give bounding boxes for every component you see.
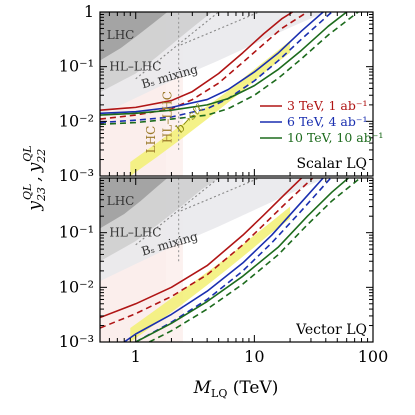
- svg-text:MLQ (TeV): MLQ (TeV): [193, 378, 279, 400]
- ticks: [99, 11, 374, 177]
- series-line-4: [135, 178, 349, 342]
- y-tick-label: 10⁻²: [59, 111, 94, 130]
- y-tick-label: 10⁻²: [59, 277, 94, 296]
- series-line-1: [100, 178, 314, 329]
- x-tick-label: 100: [358, 347, 389, 366]
- y-tick-label: 1: [84, 2, 94, 21]
- region-lhc: [100, 178, 168, 229]
- region-lhc: [100, 12, 168, 61]
- legend-label: 3 TeV, 1 ab⁻¹: [287, 98, 367, 113]
- series-line-0: [100, 178, 303, 319]
- region-label-lhc: LHC: [107, 28, 135, 42]
- guide-diagonal-2: [180, 12, 260, 46]
- panel-label: Scalar LQ: [296, 156, 367, 172]
- y-tick-label: 10⁻¹: [59, 57, 94, 76]
- y-axis-title: y23QL,y22QL: [21, 145, 48, 211]
- y-tick-label: 10⁻¹: [59, 223, 94, 242]
- region-label-hl-lhc: HL–LHC: [109, 60, 161, 74]
- series-line-4: [100, 12, 348, 116]
- legend-label: 10 TeV, 10 ab⁻¹: [287, 130, 383, 145]
- plot-frame: [99, 11, 374, 177]
- ticks: [99, 177, 374, 343]
- x-tick-label: 1: [131, 347, 141, 366]
- plot-frame: [99, 177, 374, 343]
- series-line-5: [148, 178, 361, 342]
- series-line-2: [123, 178, 324, 342]
- legend-label: 6 TeV, 4 ab⁻¹: [287, 114, 367, 129]
- x-axis-title: MLQ (TeV): [193, 378, 279, 400]
- legend: 3 TeV, 1 ab⁻¹6 TeV, 4 ab⁻¹10 TeV, 10 ab⁻…: [260, 98, 383, 145]
- series-line-5: [100, 12, 359, 126]
- region-label-lhc-direct: LHC: [144, 126, 158, 154]
- series-line-3: [135, 178, 332, 342]
- y-tick-label: 10⁻³: [59, 166, 94, 185]
- band-bsll: [130, 206, 291, 342]
- region-label-hl-lhc-direct: HL–LHC: [160, 91, 174, 143]
- svg-text:y23QL,y22QL: y23QL,y22QL: [21, 145, 48, 211]
- series-line-0: [100, 12, 294, 111]
- panel-label: Vector LQ: [295, 322, 367, 338]
- guide-diagonal-2: [180, 178, 260, 212]
- region-label-lhc: LHC: [107, 194, 135, 208]
- x-tick-label: 10: [244, 347, 264, 366]
- series-line-2: [100, 12, 324, 115]
- y-tick-label: 10⁻³: [59, 332, 94, 351]
- region-label-hl-lhc: HL–LHC: [109, 226, 161, 240]
- series-line-1: [100, 12, 308, 120]
